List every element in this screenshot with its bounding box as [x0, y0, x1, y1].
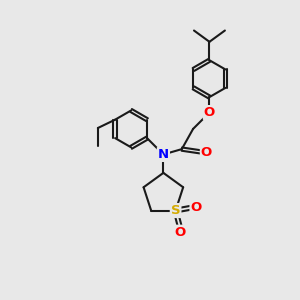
Text: S: S	[171, 204, 180, 217]
Text: O: O	[190, 201, 202, 214]
Text: O: O	[174, 226, 186, 239]
Text: O: O	[201, 146, 212, 159]
Text: N: N	[158, 148, 169, 161]
Text: O: O	[204, 106, 215, 119]
